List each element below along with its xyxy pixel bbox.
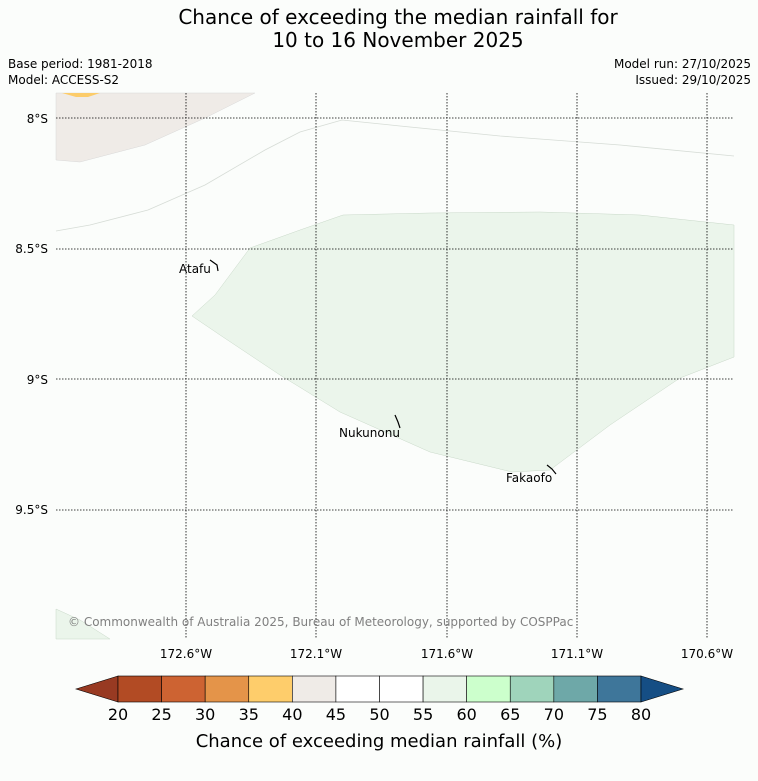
colorbar-segment bbox=[553, 675, 598, 703]
lat-label: 9°S bbox=[27, 373, 48, 387]
map-panel: 8°S 8.5°S 9°S 9.5°S 172.6°W 172.1°W 171.… bbox=[15, 92, 735, 661]
lon-label: 171.6°W bbox=[421, 647, 473, 661]
lon-label: 172.1°W bbox=[290, 647, 342, 661]
lon-label: 170.6°W bbox=[681, 647, 733, 661]
colorbar-segment bbox=[204, 675, 250, 703]
lat-label: 9.5°S bbox=[15, 503, 48, 517]
region-light-green-corner bbox=[55, 608, 111, 640]
title-line-2: 10 to 16 November 2025 bbox=[272, 28, 524, 52]
region-light-green bbox=[191, 211, 735, 473]
island-label: Fakaofo bbox=[506, 471, 552, 485]
island-label: Atafu bbox=[179, 262, 211, 276]
colorbar-tick-label: 60 bbox=[456, 705, 476, 724]
colorbar-segment bbox=[248, 675, 293, 703]
model-run: Model run: 27/10/2025 bbox=[613, 57, 751, 71]
colorbar-tick-label: 30 bbox=[195, 705, 215, 724]
colorbar-segment bbox=[117, 675, 162, 703]
colorbar-segment bbox=[422, 675, 467, 703]
gridlines bbox=[56, 93, 734, 639]
island-nukunonu: Nukunonu bbox=[339, 414, 401, 440]
atoll-shape bbox=[394, 414, 401, 429]
atoll-shape bbox=[209, 259, 219, 272]
colorbar-tick-label: 35 bbox=[239, 705, 259, 724]
colorbar-segment bbox=[509, 675, 555, 703]
colorbar-tick-label: 80 bbox=[631, 705, 651, 724]
colorbar-tick-label: 50 bbox=[369, 705, 389, 724]
colorbar-segment bbox=[466, 675, 511, 703]
lon-label: 171.1°W bbox=[551, 647, 603, 661]
colorbar-segment bbox=[335, 675, 380, 703]
colorbar-segment bbox=[292, 675, 337, 703]
lat-label: 8.5°S bbox=[15, 242, 48, 256]
region-grey bbox=[55, 92, 256, 163]
colorbar-tick-label: 55 bbox=[413, 705, 433, 724]
title-line-1: Chance of exceeding the median rainfall … bbox=[178, 5, 618, 29]
atoll-shape bbox=[546, 464, 557, 475]
colorbar-segment bbox=[379, 675, 424, 703]
colorbar-tick-label: 45 bbox=[326, 705, 346, 724]
island-atafu: Atafu bbox=[179, 259, 219, 276]
lat-label: 8°S bbox=[27, 112, 48, 126]
chart-title: Chance of exceeding the median rainfall … bbox=[0, 6, 758, 52]
colorbar-tick-label: 65 bbox=[500, 705, 520, 724]
colorbar-tick-label: 70 bbox=[544, 705, 564, 724]
region-orange bbox=[62, 93, 100, 97]
meta-left: Base period: 1981-2018 Model: ACCESS-S2 bbox=[8, 56, 153, 88]
colorbar-extend-high bbox=[640, 675, 685, 703]
issued-date: Issued: 29/10/2025 bbox=[635, 73, 751, 87]
model-name: Model: ACCESS-S2 bbox=[8, 73, 120, 87]
colorbar-segment bbox=[161, 675, 206, 703]
colorbar-tick-label: 25 bbox=[151, 705, 171, 724]
colorbar-tick-label: 20 bbox=[108, 705, 128, 724]
colorbar-segment bbox=[597, 675, 642, 703]
base-period: Base period: 1981-2018 bbox=[8, 57, 153, 71]
island-fakaofo: Fakaofo bbox=[506, 464, 557, 485]
colorbar-extend-low bbox=[74, 675, 119, 703]
island-label: Nukunonu bbox=[339, 426, 400, 440]
copyright-notice: © Commonwealth of Australia 2025, Bureau… bbox=[68, 615, 573, 629]
colorbar-tick-label: 40 bbox=[282, 705, 302, 724]
contour-line bbox=[55, 119, 735, 232]
meta-right: Model run: 27/10/2025 Issued: 29/10/2025 bbox=[614, 56, 751, 88]
colorbar: 20 25 30 35 40 45 50 55 60 65 70 75 80 bbox=[74, 675, 685, 724]
lon-label: 172.6°W bbox=[160, 647, 212, 661]
colorbar-label: Chance of exceeding median rainfall (%) bbox=[196, 731, 563, 752]
colorbar-tick-label: 75 bbox=[587, 705, 607, 724]
